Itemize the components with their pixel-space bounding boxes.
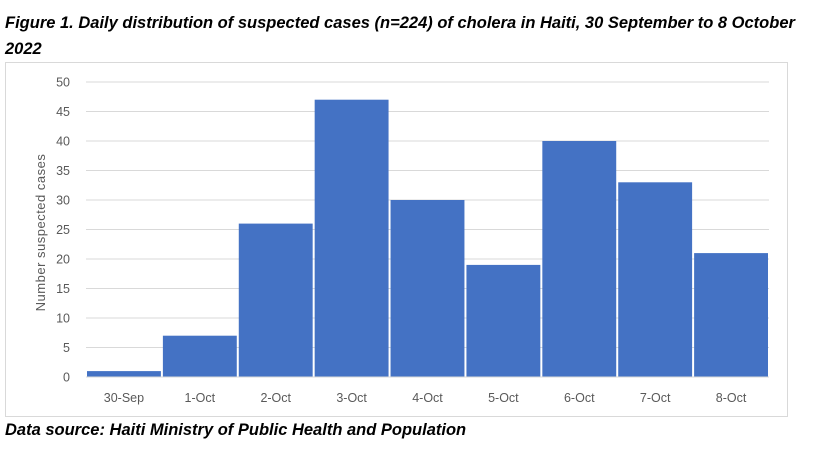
y-tick-label: 25 [56,223,70,237]
bar-2-Oct [238,223,313,377]
y-tick-label: 10 [56,312,70,326]
bars [87,99,768,377]
x-tick-label: 2-Oct [260,391,291,405]
bar-chart: 0 5 10 15 20 25 30 35 40 45 50 30-Sep 1-Oct 2-Oct 3-Oc… [33,76,769,405]
x-tick-label: 1-Oct [185,391,216,405]
x-tick-label: 3-Oct [336,391,367,405]
x-tick-label: 4-Oct [412,391,443,405]
bar-5-Oct [466,264,541,377]
x-tick-label: 6-Oct [564,391,595,405]
y-tick-label: 50 [56,76,70,90]
y-tick-label: 5 [63,341,70,355]
x-tick-label: 7-Oct [640,391,671,405]
y-tick-label: 45 [56,105,70,119]
chart-frame: 0 5 10 15 20 25 30 35 40 45 50 30-Sep 1-Oct 2-Oct 3-Oc… [5,62,788,417]
data-source-note: Data source: Haiti Ministry of Public He… [5,421,467,439]
y-tick-label: 0 [63,371,70,385]
x-tick-label: 30-Sep [104,391,144,405]
bar-8-Oct [694,253,768,377]
bar-4-Oct [390,200,465,377]
bar-1-Oct [162,335,237,377]
y-axis-title: Number suspected cases [33,154,48,312]
axes: 0 5 10 15 20 25 30 35 40 45 50 30-Sep 1-Oct 2-Oct 3-Oc… [56,76,769,405]
bar-6-Oct [542,141,617,377]
bar-7-Oct [618,182,693,377]
figure-title: Figure 1. Daily distribution of suspecte… [5,14,795,58]
y-tick-label: 30 [56,194,70,208]
y-tick-label: 40 [56,135,70,149]
x-tick-label: 5-Oct [488,391,519,405]
y-tick-label: 35 [56,164,70,178]
bar-3-Oct [314,99,389,377]
y-tick-label: 20 [56,253,70,267]
x-tick-label: 8-Oct [716,391,747,405]
bar-30-Sep [87,371,161,377]
y-tick-label: 15 [56,282,70,296]
